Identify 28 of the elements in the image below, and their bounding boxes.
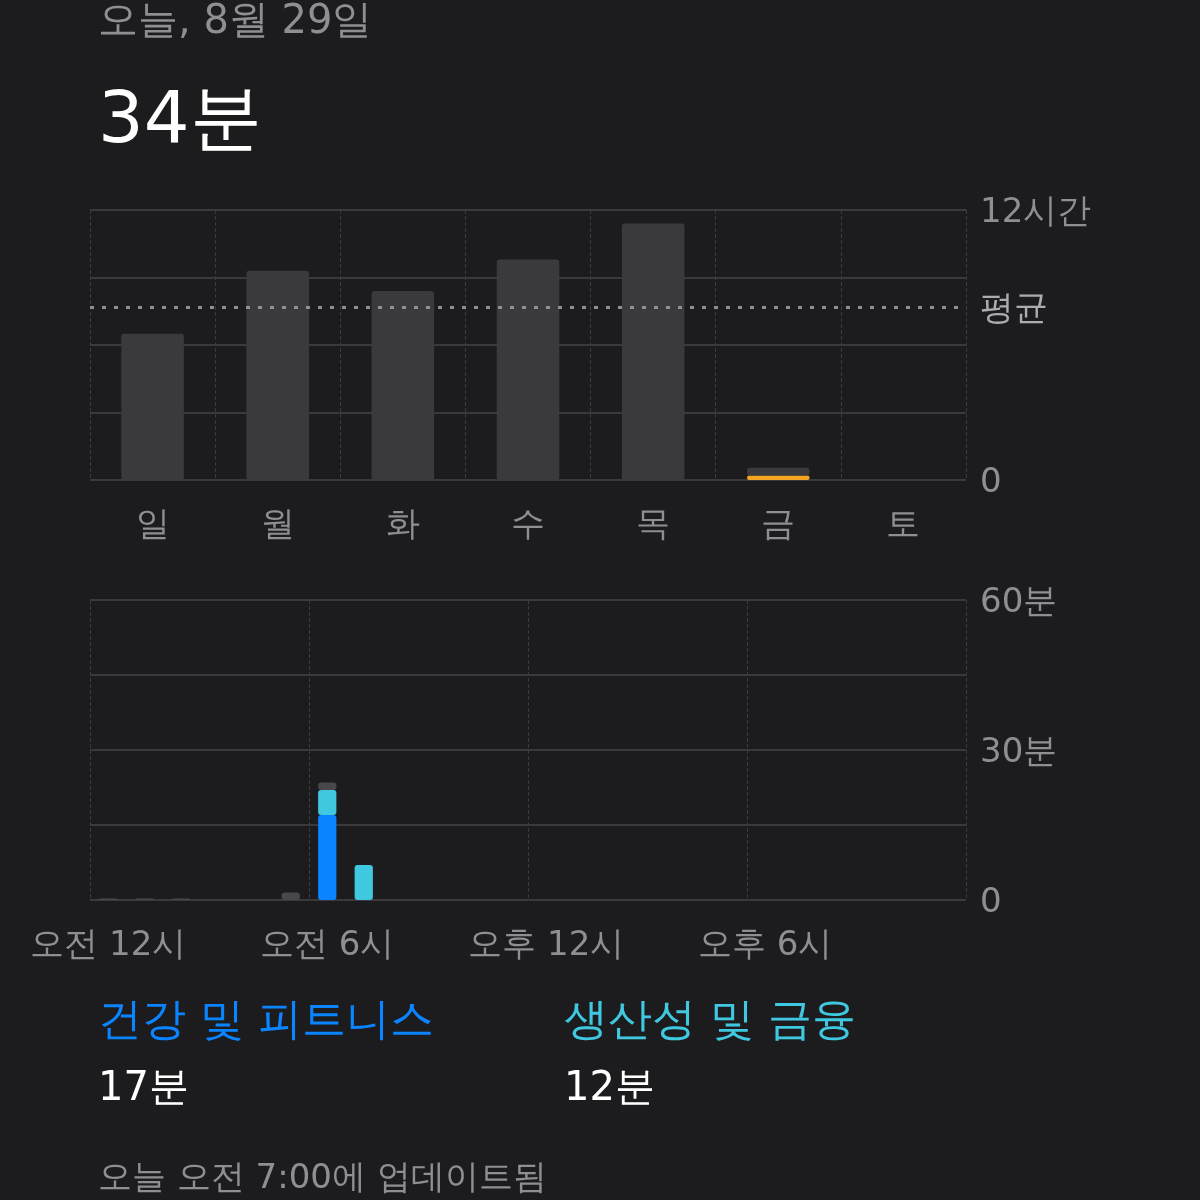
chart-subtitle: 34분 (98, 74, 262, 161)
x-tick-label: 일 (135, 503, 170, 543)
text: 17분 (98, 1062, 190, 1111)
text: 12분 (563, 1062, 656, 1111)
bar (318, 815, 337, 900)
y-tick-label: 12시간 (980, 190, 1092, 230)
x-tick-label: 목 (636, 503, 671, 543)
text: 건강 및 피트니스 (98, 992, 434, 1046)
x-tick-label: 오후 6시 (698, 923, 833, 963)
x-tick-label: 월 (260, 503, 295, 543)
x-tick-label: 오전 12시 (30, 923, 187, 963)
y-tick-label: 0 (980, 460, 1002, 500)
ref-line-label: 평균 (980, 286, 1048, 327)
y-tick-label: 30분 (980, 730, 1058, 770)
x-tick-label: 화 (385, 503, 420, 543)
x-tick-label: 오후 12시 (468, 923, 625, 963)
x-tick-label: 금 (761, 503, 796, 543)
text: 오늘 오전 7:00에 업데이트됨 (97, 1155, 548, 1198)
x-tick-label: 오전 6시 (260, 923, 395, 963)
bar (747, 467, 810, 476)
chart-title: 오늘, 8월 29일 (98, 0, 373, 44)
bar (354, 865, 373, 900)
x-tick-label: 수 (511, 503, 545, 543)
x-tick-label: 토 (886, 503, 921, 543)
text: 생산성 및 금융 (563, 992, 856, 1046)
y-tick-label: 0 (980, 880, 1002, 920)
bar (318, 790, 337, 815)
y-tick-label: 60분 (980, 580, 1058, 620)
